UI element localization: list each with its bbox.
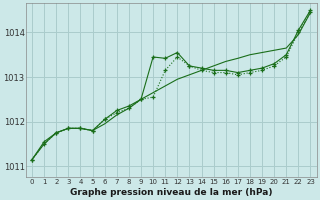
X-axis label: Graphe pression niveau de la mer (hPa): Graphe pression niveau de la mer (hPa) [70, 188, 273, 197]
